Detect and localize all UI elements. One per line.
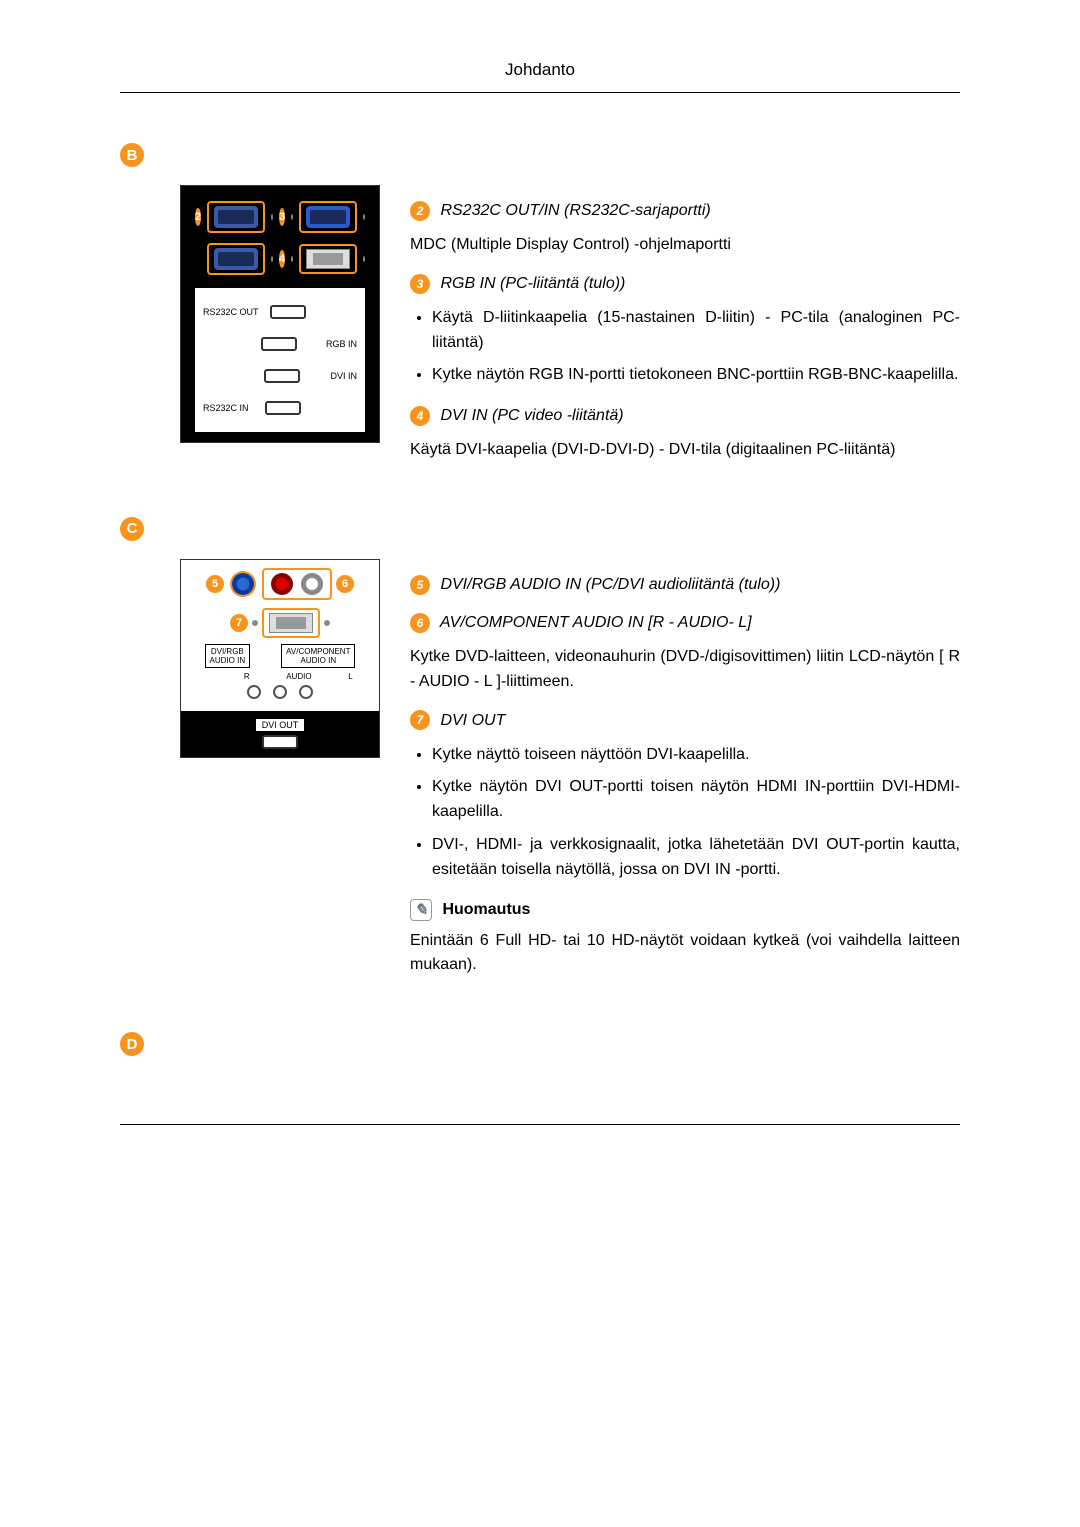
item-2-body: MDC (Multiple Display Control) -ohjelmap… bbox=[410, 233, 960, 258]
section-letter-d: D bbox=[120, 1032, 144, 1056]
item-7-bullets: Kytke näyttö toiseen näyttöön DVI-kaapel… bbox=[410, 743, 960, 883]
jack-rw-wrap bbox=[262, 568, 332, 600]
item-2-title: RS232C OUT/IN (RS232C-sarjaportti) bbox=[440, 202, 710, 219]
item-7-head: 7 DVI OUT bbox=[410, 709, 960, 733]
item-3-head: 3 RGB IN (PC-liitäntä (tulo)) bbox=[410, 272, 960, 296]
badge-2: 2 bbox=[195, 208, 201, 226]
item-3-b1: Käytä D-liitinkaapelia (15-nastainen D-l… bbox=[432, 306, 960, 356]
label-rs-in: RS232C IN bbox=[203, 403, 249, 413]
badge-7: 7 bbox=[230, 614, 248, 632]
note-label: Huomautus bbox=[442, 901, 530, 918]
label-dvi-in: DVI IN bbox=[330, 371, 357, 381]
item-4-title: DVI IN (PC video -liitäntä) bbox=[440, 407, 623, 424]
rgb-port bbox=[299, 201, 357, 233]
item-7-b3: DVI-, HDMI- ja verkkosignaalit, jotka lä… bbox=[432, 833, 960, 883]
item-4-body: Käytä DVI-kaapelia (DVI-D-DVI-D) - DVI-t… bbox=[410, 438, 960, 463]
section-b: B 2 3 4 bbox=[120, 143, 960, 477]
jack-blue bbox=[232, 573, 254, 595]
inline-badge-4: 4 bbox=[410, 406, 430, 426]
vga-port-top bbox=[207, 201, 265, 233]
inline-badge-6: 6 bbox=[410, 613, 430, 633]
item-7-b1: Kytke näyttö toiseen näyttöön DVI-kaapel… bbox=[432, 743, 960, 768]
section-letter-c: C bbox=[120, 517, 144, 541]
lbl-l: L bbox=[348, 672, 352, 681]
lbl-avcomp: AV/COMPONENT AUDIO IN bbox=[281, 644, 355, 668]
item-7-b2: Kytke näytön DVI OUT-portti toisen näytö… bbox=[432, 775, 960, 825]
item-6-body: Kytke DVD-laitteen, videonauhurin (DVD-/… bbox=[410, 645, 960, 695]
inline-badge-3: 3 bbox=[410, 274, 430, 294]
item-3-b2: Kytke näytön RGB IN-portti tietokoneen B… bbox=[432, 363, 960, 388]
inline-badge-2: 2 bbox=[410, 201, 430, 221]
item-4-head: 4 DVI IN (PC video -liitäntä) bbox=[410, 404, 960, 428]
note-head: ✎ Huomautus bbox=[410, 899, 960, 921]
section-c-text: 5 DVI/RGB AUDIO IN (PC/DVI audioliitäntä… bbox=[410, 559, 960, 992]
vga-port-bot bbox=[207, 243, 265, 275]
section-b-text: 2 RS232C OUT/IN (RS232C-sarjaportti) MDC… bbox=[410, 185, 960, 477]
header-title: Johdanto bbox=[505, 60, 575, 79]
item-2-head: 2 RS232C OUT/IN (RS232C-sarjaportti) bbox=[410, 199, 960, 223]
item-6-title: AV/COMPONENT AUDIO IN [R - AUDIO- L] bbox=[440, 614, 752, 631]
badge-4: 4 bbox=[279, 250, 285, 268]
dvi-port bbox=[299, 244, 357, 274]
item-6-head: 6 AV/COMPONENT AUDIO IN [R - AUDIO- L] bbox=[410, 611, 960, 635]
badge-3: 3 bbox=[279, 208, 285, 226]
badge-5: 5 bbox=[206, 575, 224, 593]
diagram-b: 2 3 4 bbox=[120, 185, 370, 443]
item-3-title: RGB IN (PC-liitäntä (tulo)) bbox=[440, 275, 625, 292]
note-body: Enintään 6 Full HD- tai 10 HD-näytöt voi… bbox=[410, 929, 960, 979]
section-d: D bbox=[120, 1032, 960, 1074]
label-rgb-in: RGB IN bbox=[326, 339, 357, 349]
lbl-audio: AUDIO bbox=[286, 672, 311, 681]
diagram-c: 5 6 7 DVI/RGB AUDIO IN bbox=[120, 559, 370, 758]
lbl-dvirgb: DVI/RGB AUDIO IN bbox=[205, 644, 251, 668]
page-header: Johdanto bbox=[120, 60, 960, 93]
section-c: C 5 6 7 bbox=[120, 517, 960, 992]
section-letter-b: B bbox=[120, 143, 144, 167]
dvi-conn-c bbox=[262, 608, 320, 638]
item-7-title: DVI OUT bbox=[440, 712, 505, 729]
lbl-dvi-out: DVI OUT bbox=[256, 719, 305, 731]
item-5-title: DVI/RGB AUDIO IN (PC/DVI audioliitäntä (… bbox=[440, 576, 780, 593]
inline-badge-7: 7 bbox=[410, 710, 430, 730]
inline-badge-5: 5 bbox=[410, 575, 430, 595]
lbl-r: R bbox=[244, 672, 250, 681]
item-5-head: 5 DVI/RGB AUDIO IN (PC/DVI audioliitäntä… bbox=[410, 573, 960, 597]
badge-6: 6 bbox=[336, 575, 354, 593]
footer-rule bbox=[120, 1124, 960, 1125]
note-icon: ✎ bbox=[410, 899, 432, 921]
label-rs-out: RS232C OUT bbox=[203, 307, 259, 317]
item-3-bullets: Käytä D-liitinkaapelia (15-nastainen D-l… bbox=[410, 306, 960, 388]
